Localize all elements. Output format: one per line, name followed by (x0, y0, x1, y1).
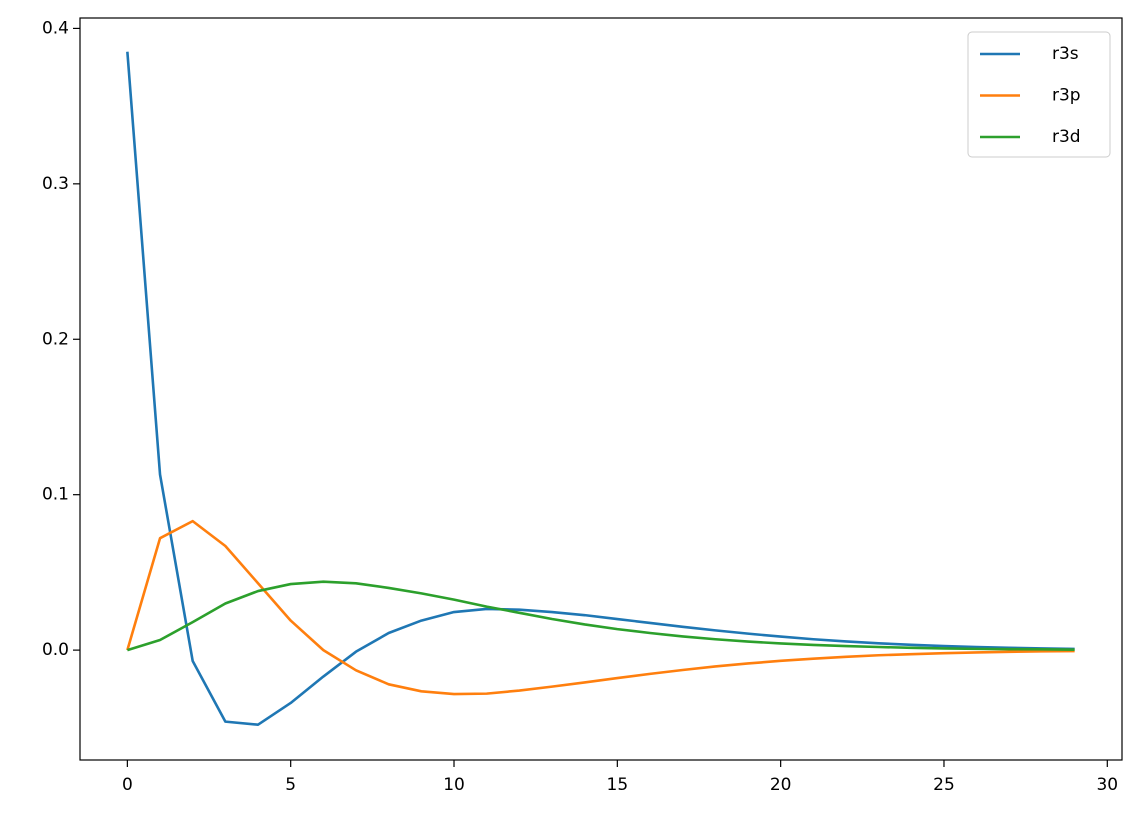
x-tick-label: 25 (933, 775, 955, 795)
x-tick-label: 0 (122, 775, 133, 795)
legend: r3s r3p r3d (967, 31, 1111, 158)
y-tick-label: 0.4 (42, 18, 69, 38)
line-series (126, 580, 1075, 652)
legend-label: r3s (1052, 44, 1079, 64)
x-tick-label: 15 (607, 775, 629, 795)
y-tick-label: 0.3 (42, 174, 69, 194)
legend-label: r3d (1052, 127, 1081, 147)
line-series (126, 51, 1075, 727)
x-tick-label: 5 (285, 775, 296, 795)
line-series (126, 519, 1075, 696)
y-tick-label: 0.1 (42, 485, 69, 505)
x-tick-label: 20 (770, 775, 792, 795)
x-tick-label: 10 (443, 775, 465, 795)
y-tick-label: 0.2 (42, 329, 69, 349)
y-tick-label: 0.0 (42, 640, 69, 660)
legend-label: r3p (1052, 86, 1081, 106)
legend-frame (967, 31, 1111, 158)
x-tick-label: 30 (1096, 775, 1118, 795)
axes-frame (79, 17, 1123, 761)
